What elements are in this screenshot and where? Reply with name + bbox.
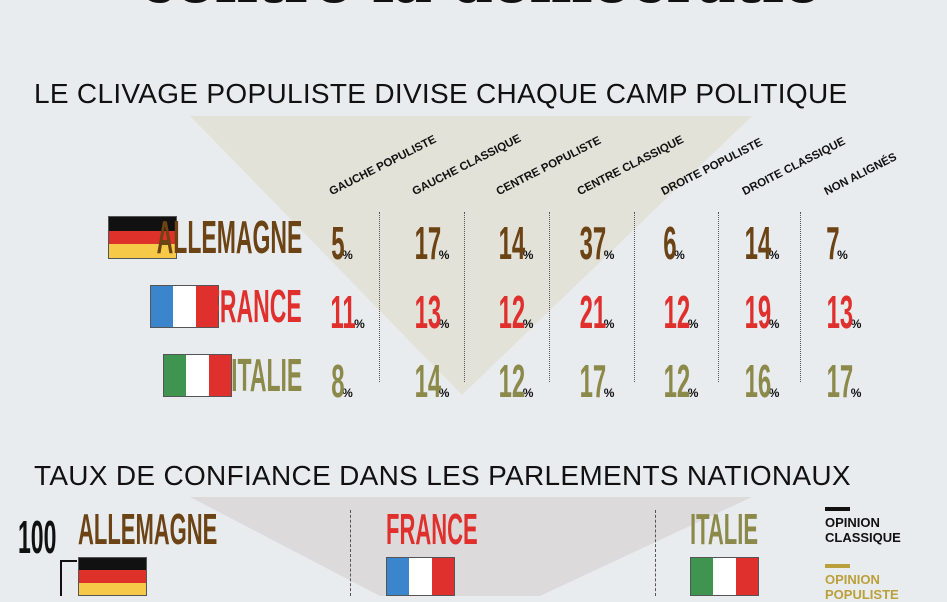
cell-value: 37	[579, 217, 606, 269]
table-cell: 14%	[498, 220, 533, 278]
cell-unit: %	[768, 317, 780, 331]
cell-value: 16	[744, 355, 771, 407]
flag-italy-icon	[163, 354, 232, 397]
cell-unit: %	[603, 248, 615, 262]
column-separator	[549, 212, 550, 382]
cell-value: 14	[498, 217, 525, 269]
cell-unit: %	[438, 248, 450, 262]
table-cell: 14%	[414, 358, 449, 416]
cell-value: 5	[330, 217, 345, 269]
column-separator	[800, 212, 801, 382]
legend-label-populiste: OPINION POPULISTE	[825, 572, 899, 602]
cell-unit: %	[837, 248, 848, 262]
flag-france-icon	[150, 285, 219, 328]
cell-value: 7	[825, 217, 840, 269]
flag-germany-icon	[78, 557, 147, 596]
cell-value: 12	[663, 355, 690, 407]
table-cell: 13%	[826, 289, 861, 347]
column-separator	[464, 212, 465, 382]
section2-title: TAUX DE CONFIANCE DANS LES PARLEMENTS NA…	[34, 460, 851, 491]
cell-value: 17	[826, 355, 853, 407]
cell-unit: %	[768, 248, 780, 262]
table-cell: 11%	[331, 289, 365, 347]
table-cell: 8%	[331, 358, 353, 416]
table-cell: 12%	[663, 358, 698, 416]
cell-value: 13	[826, 286, 853, 338]
cell-unit: %	[850, 317, 862, 331]
table-cell: 21%	[579, 289, 614, 347]
table-cell: 14%	[744, 220, 779, 278]
flag-france-icon	[386, 557, 455, 596]
table-cell: 17%	[414, 220, 449, 278]
table-cell: 5%	[331, 220, 353, 278]
cell-unit: %	[850, 386, 862, 400]
cell-unit: %	[342, 248, 353, 262]
cell-unit: %	[522, 317, 534, 331]
row-label: ITALIE	[230, 349, 302, 401]
legend-swatch-classique	[825, 507, 850, 511]
table-cell: 16%	[744, 358, 779, 416]
cell-unit: %	[342, 386, 353, 400]
separator	[350, 510, 351, 596]
table-cell: 6%	[663, 220, 685, 278]
cell-value: 12	[498, 286, 525, 338]
cell-unit: %	[687, 317, 699, 331]
axis-line	[60, 560, 77, 596]
cell-value: 21	[579, 286, 606, 338]
cell-value: 17	[579, 355, 606, 407]
cell-unit: %	[354, 317, 365, 331]
triangle-lower	[190, 497, 752, 596]
table-cell: 12%	[498, 289, 533, 347]
table-cell: 12%	[663, 289, 698, 347]
cell-value: 13	[414, 286, 441, 338]
legend-swatch-populiste	[825, 564, 850, 568]
separator	[655, 510, 656, 596]
country-label-allemagne: ALLEMAGNE	[78, 505, 218, 554]
section1-title: LE CLIVAGE POPULISTE DIVISE CHAQUE CAMP …	[34, 78, 848, 109]
cell-value: 14	[414, 355, 441, 407]
cell-value: 17	[414, 217, 441, 269]
cell-unit: %	[438, 386, 450, 400]
table-cell: 12%	[498, 358, 533, 416]
row-label: FRANCE	[206, 280, 302, 332]
cell-unit: %	[522, 386, 534, 400]
table-cell: 17%	[579, 358, 614, 416]
cell-unit: %	[603, 386, 615, 400]
cell-value: 12	[498, 355, 525, 407]
table-cell: 19%	[744, 289, 779, 347]
cell-unit: %	[603, 317, 615, 331]
cell-unit: %	[687, 386, 699, 400]
row-label: ALLEMAGNE	[156, 211, 302, 263]
cell-value: 6	[662, 217, 677, 269]
table-cell: 17%	[826, 358, 861, 416]
cell-unit: %	[768, 386, 780, 400]
flag-italy-icon	[690, 557, 759, 596]
table-cell: 7%	[826, 220, 848, 278]
column-separator	[379, 212, 380, 382]
cell-unit: %	[674, 248, 685, 262]
cell-value: 12	[663, 286, 690, 338]
headline: contre la démocratie	[140, 0, 821, 14]
table-cell: 37%	[579, 220, 614, 278]
axis-label-100: 100	[18, 511, 57, 563]
cell-unit: %	[438, 317, 450, 331]
cell-unit: %	[522, 248, 534, 262]
cell-value: 11	[330, 286, 357, 338]
table-cell: 13%	[414, 289, 449, 347]
flag-germany-icon	[108, 216, 177, 259]
cell-value: 14	[744, 217, 771, 269]
cell-value: 19	[744, 286, 771, 338]
cell-value: 8	[330, 355, 345, 407]
legend-label-classique: OPINION CLASSIQUE	[825, 515, 901, 545]
country-label-italie: ITALIE	[690, 505, 759, 554]
triangle-upper	[190, 116, 752, 395]
country-label-france: FRANCE	[386, 505, 478, 554]
column-separator	[634, 212, 635, 382]
column-separator	[718, 212, 719, 382]
